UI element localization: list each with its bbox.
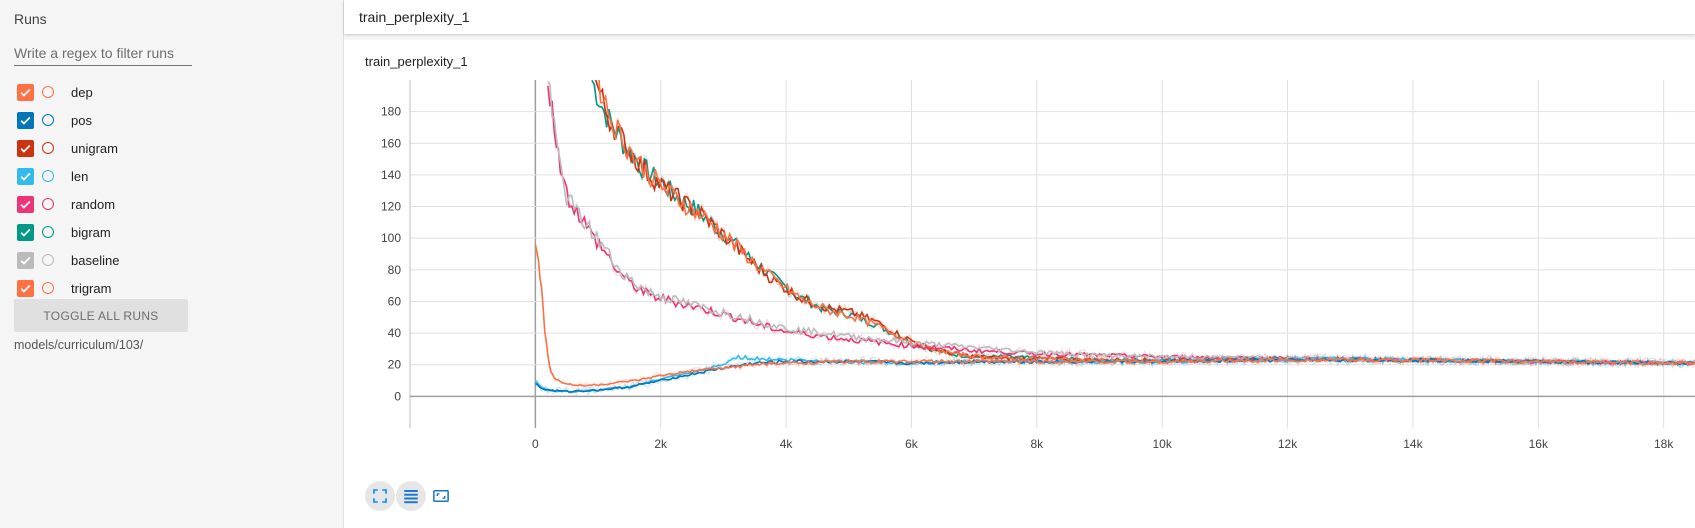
check-icon [20, 172, 31, 181]
series-raw-line [535, 353, 1695, 397]
run-item-dep: dep [17, 78, 317, 106]
x-tick-label: 6k [905, 437, 919, 451]
fit-domain-button[interactable] [365, 481, 395, 511]
run-label: dep [71, 84, 93, 100]
y-tick-label: 40 [388, 326, 402, 340]
run-label: random [71, 196, 116, 212]
x-tick-label: 12k [1278, 437, 1298, 451]
y-tick-label: 120 [381, 200, 401, 214]
check-icon [20, 116, 31, 125]
run-label: unigram [71, 140, 118, 156]
run-item-baseline: baseline [17, 246, 317, 274]
run-list: dep pos unigram len random bigram baseline trig… [17, 78, 317, 302]
run-checkbox[interactable] [17, 139, 34, 157]
check-icon [20, 228, 31, 237]
check-icon [20, 144, 31, 153]
run-radio[interactable] [42, 114, 54, 126]
run-checkbox[interactable] [17, 167, 34, 185]
x-tick-label: 2k [654, 437, 668, 451]
y-tick-label: 20 [388, 358, 402, 372]
perplexity-chart[interactable]: 0 2k 4k 6k 8k 10k 12k 14k 16k 18k 0 20 40 60 80 100 120 1… [344, 40, 1695, 528]
run-checkbox[interactable] [17, 111, 34, 129]
run-item-trigram: trigram [17, 274, 317, 302]
y-tick-label: 140 [381, 168, 401, 182]
run-checkbox[interactable] [17, 195, 34, 213]
x-tick-label: 18k [1654, 437, 1674, 451]
series-raw-line [547, 81, 1695, 369]
run-checkbox[interactable] [17, 83, 34, 101]
y-tick-label: 100 [381, 231, 401, 245]
check-icon [20, 88, 31, 97]
run-item-random: random [17, 190, 317, 218]
x-tick-label: 8k [1030, 437, 1044, 451]
run-radio[interactable] [42, 86, 54, 98]
y-tick-label: 60 [388, 294, 402, 308]
chart-group-header[interactable]: train_perplexity_1 [344, 0, 1695, 34]
x-tick-label: 0 [532, 437, 539, 451]
y-tick-label: 160 [381, 136, 401, 150]
toggle-all-runs-button[interactable]: TOGGLE ALL RUNS [14, 299, 188, 332]
fullscreen-icon [373, 489, 387, 503]
series-line [534, 244, 1695, 387]
series-line [547, 85, 1695, 366]
toggle-log-scale-button[interactable] [396, 481, 426, 511]
chart-card: train_perplexity_1 0 2k 4k 6k 8k 10k 12k 14k 16k… [344, 40, 1695, 528]
selection-zoom-button[interactable] [426, 481, 456, 511]
chart-group-title: train_perplexity_1 [359, 9, 470, 25]
main-panel: train_perplexity_1 train_perplexity_1 0 2… [344, 0, 1695, 528]
y-tick-label: 0 [394, 389, 401, 403]
check-icon [20, 200, 31, 209]
run-label: pos [71, 112, 92, 128]
check-icon [20, 284, 31, 293]
series-line [598, 80, 1695, 366]
x-tick-label: 14k [1403, 437, 1423, 451]
run-radio[interactable] [42, 226, 54, 238]
run-label: baseline [71, 252, 120, 268]
run-filter-input[interactable] [14, 41, 192, 66]
x-tick-label: 10k [1153, 437, 1173, 451]
run-checkbox[interactable] [17, 251, 34, 269]
series-raw-line [534, 243, 1695, 391]
run-item-bigram: bigram [17, 218, 317, 246]
series-group [534, 80, 1695, 397]
x-tick-label: 16k [1529, 437, 1549, 451]
x-tick-label: 4k [780, 437, 794, 451]
run-radio[interactable] [42, 282, 54, 294]
run-radio[interactable] [42, 142, 54, 154]
run-radio[interactable] [42, 170, 54, 182]
run-label: trigram [71, 280, 112, 296]
run-item-unigram: unigram [17, 134, 317, 162]
run-item-len: len [17, 162, 317, 190]
runs-title: Runs [14, 11, 47, 27]
run-radio[interactable] [42, 198, 54, 210]
run-label: len [71, 168, 89, 184]
log-directory: models/curriculum/103/ [14, 338, 144, 352]
check-icon [20, 256, 31, 265]
run-checkbox[interactable] [17, 223, 34, 241]
run-item-pos: pos [17, 106, 317, 134]
sidebar: Runs dep pos unigram len random bigram baselin… [0, 0, 344, 528]
y-tick-label: 180 [381, 105, 401, 119]
series-raw-line [547, 82, 1695, 368]
list-icon [404, 490, 418, 504]
y-tick-label: 80 [388, 263, 402, 277]
zoom-box-icon [433, 490, 449, 502]
series-line [547, 81, 1695, 366]
series-line [535, 357, 1695, 393]
run-checkbox[interactable] [17, 279, 34, 297]
series-raw-line [598, 80, 1695, 369]
run-label: bigram [71, 224, 111, 240]
chart-title: train_perplexity_1 [365, 54, 468, 69]
run-radio[interactable] [42, 254, 54, 266]
